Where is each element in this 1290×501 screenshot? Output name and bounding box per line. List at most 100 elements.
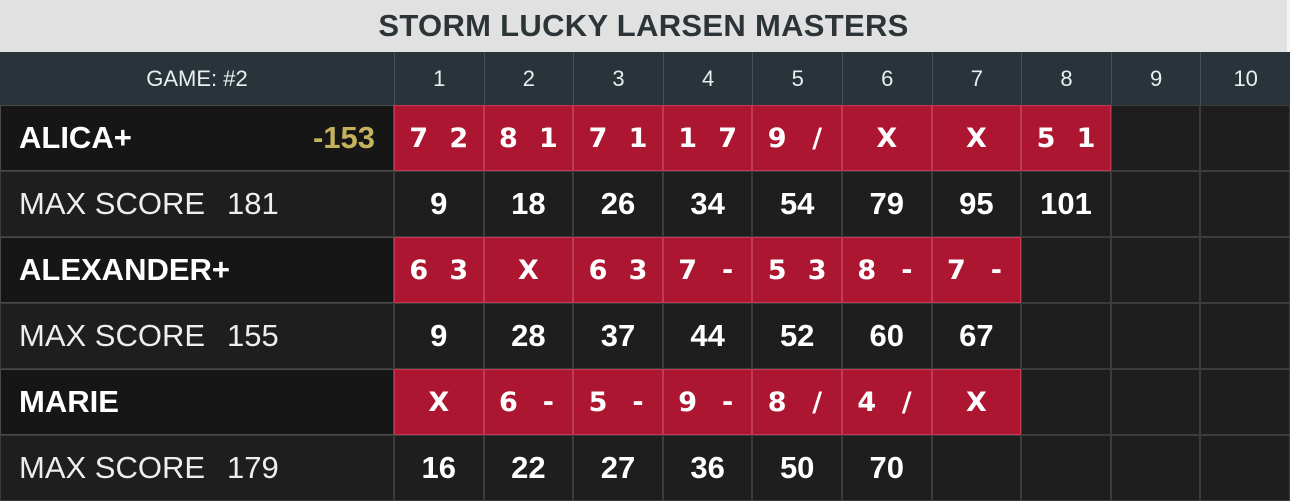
roll-second: 3 bbox=[807, 254, 827, 286]
frame-score-7: 95 bbox=[931, 171, 1022, 237]
frame-rolls-6: 8- bbox=[842, 237, 932, 303]
tournament-title: STORM LUCKY LARSEN MASTERS bbox=[0, 0, 1290, 52]
frame-header-1: 1 bbox=[394, 52, 484, 105]
frame-header-10: 10 bbox=[1200, 52, 1290, 105]
frame-score-9 bbox=[1110, 435, 1201, 501]
frame-score-10 bbox=[1200, 171, 1290, 237]
roll-second: 1 bbox=[628, 122, 648, 154]
player-name-cell: MARIE bbox=[0, 369, 394, 435]
roll-first: 4 bbox=[857, 386, 877, 418]
player-name: ALEXANDER+ bbox=[19, 252, 231, 287]
frame-header-8: 8 bbox=[1021, 52, 1111, 105]
frame-score-8: 101 bbox=[1021, 171, 1111, 237]
roll-first: 5 bbox=[1036, 122, 1056, 154]
roll-first: 5 bbox=[588, 386, 608, 418]
frame-header-6: 6 bbox=[842, 52, 932, 105]
roll-first: 7 bbox=[588, 122, 608, 154]
frame-rolls-9 bbox=[1110, 237, 1201, 303]
frame-rolls-9 bbox=[1110, 369, 1201, 435]
roll-second: 2 bbox=[449, 122, 469, 154]
frame-rolls-1: X bbox=[394, 369, 484, 435]
frame-header-7: 7 bbox=[931, 52, 1022, 105]
frame-score-2: 18 bbox=[483, 171, 574, 237]
frame-header-9: 9 bbox=[1110, 52, 1201, 105]
max-score-cell: MAX SCORE 155 bbox=[0, 303, 394, 369]
frame-score-2: 28 bbox=[483, 303, 574, 369]
max-score-value: 155 bbox=[227, 318, 279, 353]
roll-second: - bbox=[721, 386, 734, 418]
roll-first: 7 bbox=[409, 122, 429, 154]
frame-rolls-6: 4/ bbox=[842, 369, 932, 435]
frame-rolls-8 bbox=[1021, 237, 1111, 303]
roll-second: 3 bbox=[628, 254, 648, 286]
roll-second: 1 bbox=[1076, 122, 1096, 154]
roll-second: / bbox=[812, 386, 823, 418]
max-score-cell: MAX SCORE 181 bbox=[0, 171, 394, 237]
max-score-value: 179 bbox=[227, 450, 279, 485]
frame-score-3: 27 bbox=[573, 435, 663, 501]
roll-second: - bbox=[721, 254, 734, 286]
roll-second: - bbox=[542, 386, 554, 418]
roll-first: 7 bbox=[678, 254, 697, 286]
roll-first: 1 bbox=[678, 122, 697, 154]
roll-first: 9 bbox=[678, 386, 697, 418]
roll-first: 6 bbox=[409, 254, 429, 286]
frame-score-7: 67 bbox=[931, 303, 1022, 369]
frame-rolls-5: 9/ bbox=[752, 105, 842, 171]
frame-score-10 bbox=[1200, 435, 1290, 501]
frame-rolls-10 bbox=[1200, 237, 1290, 303]
frame-score-9 bbox=[1110, 171, 1201, 237]
frame-score-5: 52 bbox=[752, 303, 842, 369]
roll-first: 8 bbox=[498, 122, 518, 154]
roll-first: 7 bbox=[946, 254, 966, 286]
frame-rolls-9 bbox=[1110, 105, 1201, 171]
roll-second: - bbox=[990, 254, 1002, 286]
frame-score-7 bbox=[931, 435, 1022, 501]
roll-mark: X bbox=[517, 254, 539, 286]
frame-rolls-10 bbox=[1200, 369, 1290, 435]
roll-mark: X bbox=[965, 122, 987, 154]
frame-rolls-4: 9- bbox=[662, 369, 753, 435]
max-score-value: 181 bbox=[227, 186, 279, 221]
frame-score-5: 50 bbox=[752, 435, 842, 501]
frame-score-10 bbox=[1200, 303, 1290, 369]
roll-second: 1 bbox=[538, 122, 558, 154]
frame-rolls-2: 6- bbox=[483, 369, 574, 435]
frame-rolls-10 bbox=[1200, 105, 1290, 171]
roll-second: - bbox=[632, 386, 644, 418]
frame-score-8 bbox=[1021, 435, 1111, 501]
frame-rolls-7: X bbox=[931, 105, 1022, 171]
roll-first: 8 bbox=[767, 386, 787, 418]
frame-header-3: 3 bbox=[573, 52, 663, 105]
player-name: ALICA+ bbox=[19, 120, 132, 155]
frame-score-6: 79 bbox=[842, 171, 932, 237]
frame-score-2: 22 bbox=[483, 435, 574, 501]
roll-second: / bbox=[901, 386, 912, 418]
frame-rolls-8 bbox=[1021, 369, 1111, 435]
roll-second: 7 bbox=[718, 122, 737, 154]
frame-score-5: 54 bbox=[752, 171, 842, 237]
frame-rolls-4: 7- bbox=[662, 237, 753, 303]
frame-rolls-7: X bbox=[931, 369, 1022, 435]
frame-score-6: 60 bbox=[842, 303, 932, 369]
roll-first: 9 bbox=[767, 122, 787, 154]
frame-score-4: 34 bbox=[662, 171, 753, 237]
max-score-label: MAX SCORE bbox=[19, 450, 206, 485]
roll-mark: X bbox=[965, 386, 987, 418]
roll-mark: X bbox=[876, 122, 898, 154]
frame-score-6: 70 bbox=[842, 435, 932, 501]
frame-score-3: 37 bbox=[573, 303, 663, 369]
frame-rolls-6: X bbox=[842, 105, 932, 171]
frame-score-3: 26 bbox=[573, 171, 663, 237]
max-score-cell: MAX SCORE 179 bbox=[0, 435, 394, 501]
max-score-label: MAX SCORE bbox=[19, 186, 206, 221]
frame-score-9 bbox=[1110, 303, 1201, 369]
